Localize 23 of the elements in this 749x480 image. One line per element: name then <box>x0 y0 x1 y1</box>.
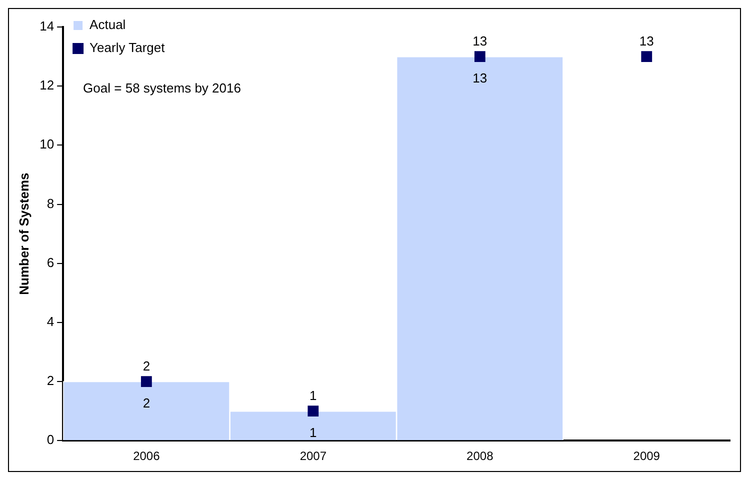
y-axis-title: Number of Systems <box>16 172 32 295</box>
y-tick-label: 14 <box>40 18 54 34</box>
x-tick-label: 2007 <box>300 449 327 464</box>
y-tick-label: 8 <box>46 196 54 211</box>
data-label: 1 <box>310 388 317 404</box>
x-tick-label: 2006 <box>133 449 160 464</box>
data-label: 2 <box>142 358 150 374</box>
legend-label: Actual <box>90 17 126 32</box>
x-tick-label: 2009 <box>633 449 660 464</box>
y-tick-label: 4 <box>46 314 54 330</box>
x-tick-label: 2008 <box>466 449 494 464</box>
y-tick-label: 0 <box>46 432 54 448</box>
data-label: 13 <box>639 34 654 49</box>
data-label: 1 <box>310 425 317 440</box>
data-label: 2 <box>142 396 150 411</box>
data-label: 13 <box>472 70 488 86</box>
legend-label: Yearly Target <box>90 40 166 56</box>
y-tick-label: 6 <box>46 254 54 270</box>
y-tick-label: 2 <box>46 373 54 388</box>
y-tick-label: 10 <box>40 136 54 152</box>
y-tick-label: 12 <box>40 78 54 93</box>
data-label: 13 <box>472 34 488 49</box>
annotation: Goal = 58 systems by 2016 <box>83 80 241 96</box>
